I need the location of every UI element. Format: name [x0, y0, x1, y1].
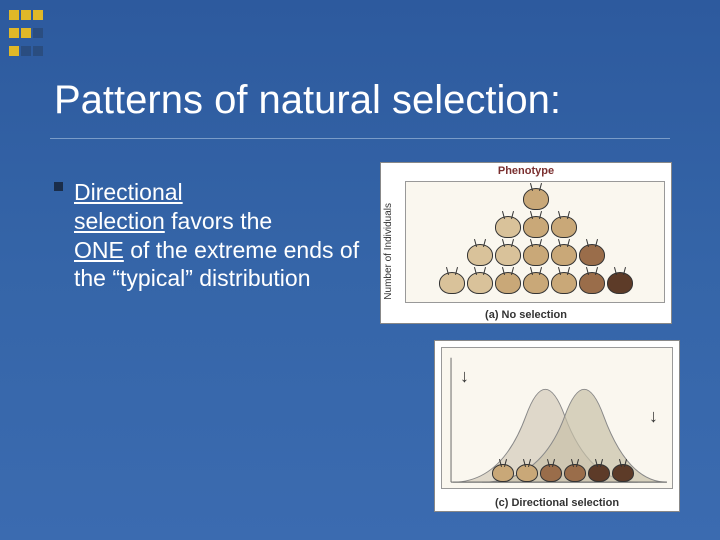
figure-no-selection: Phenotype Number of Individuals (a) No s… [380, 162, 672, 324]
fig1-caption: (a) No selection [381, 309, 671, 321]
bullet-text: Directional selection favors the ONE of … [74, 178, 364, 293]
beetle-icon [495, 272, 521, 294]
corner-decoration [8, 8, 44, 62]
slide-title: Patterns of natural selection: [54, 78, 561, 123]
beetle-icon [551, 272, 577, 294]
beetle-icon [579, 272, 605, 294]
beetle-icon [495, 216, 521, 238]
arrow-left-icon: ↓ [460, 366, 469, 387]
beetle-icon [495, 244, 521, 266]
beetle-icon [467, 272, 493, 294]
text-mid1: favors the [165, 208, 272, 234]
arrow-right-icon: ↓ [649, 406, 658, 427]
beetle-icon [523, 272, 549, 294]
fig2-caption: (c) Directional selection [435, 497, 679, 509]
fig1-plot-area [405, 181, 665, 303]
beetle-icon [551, 216, 577, 238]
beetle-icon [551, 244, 577, 266]
figure-directional-selection: ↓ ↓ (c) Directional selection [434, 340, 680, 512]
beetle-icon [523, 244, 549, 266]
beetle-row [523, 188, 549, 210]
y-axis-label: Number of Individuals [383, 203, 394, 300]
beetle-icon [612, 464, 634, 482]
bullet-icon [54, 182, 63, 191]
beetle-row [495, 216, 577, 238]
beetle-icon [439, 272, 465, 294]
beetle-icon [579, 244, 605, 266]
text-selection: selection [74, 208, 165, 234]
text-directional: Directional [74, 179, 183, 205]
beetle-icon [467, 244, 493, 266]
beetle-icon [523, 216, 549, 238]
beetle-row [467, 244, 605, 266]
beetle-row [492, 464, 634, 482]
beetle-icon [540, 464, 562, 482]
beetle-row [439, 272, 633, 294]
beetle-icon [516, 464, 538, 482]
beetle-icon [607, 272, 633, 294]
text-one: ONE [74, 237, 124, 263]
beetle-icon [588, 464, 610, 482]
beetle-icon [564, 464, 586, 482]
fig2-plot-area: ↓ ↓ [441, 347, 673, 489]
beetle-icon [492, 464, 514, 482]
title-divider [50, 138, 670, 139]
beetle-icon [523, 188, 549, 210]
phenotype-label: Phenotype [381, 165, 671, 177]
